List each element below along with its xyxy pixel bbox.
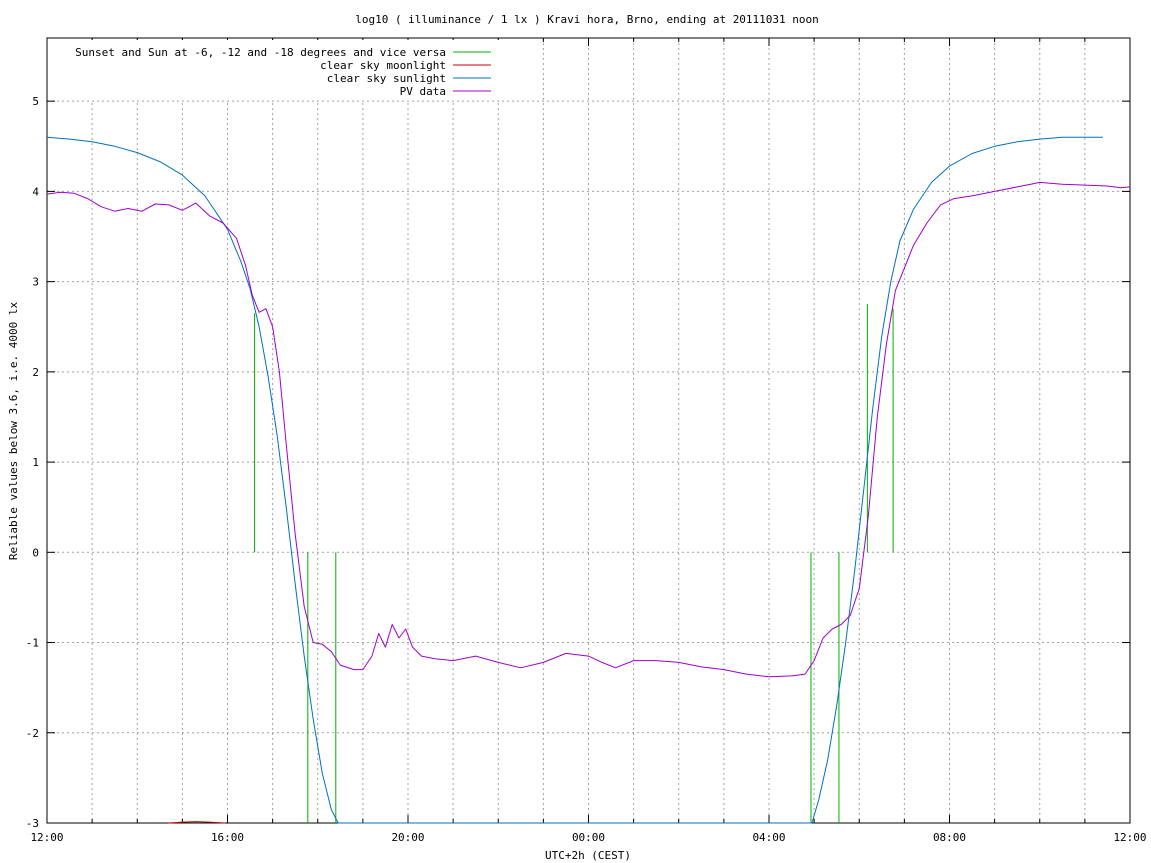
y-tick-label: 2 (32, 366, 39, 379)
legend: Sunset and Sun at -6, -12 and -18 degree… (75, 46, 491, 98)
legend-label: clear sky moonlight (320, 59, 446, 72)
y-tick-label: 4 (32, 185, 39, 198)
x-tick-label: 20:00 (391, 831, 424, 844)
legend-box (49, 40, 501, 100)
series-3 (46, 181, 1131, 678)
series-line (46, 181, 1131, 678)
y-tick-label: -1 (26, 637, 39, 650)
series-0 (254, 304, 894, 823)
x-tick-label: 12:00 (1113, 831, 1146, 844)
x-tick-label: 16:00 (211, 831, 244, 844)
y-tick-label: 5 (32, 95, 39, 108)
grid (47, 38, 1130, 823)
x-tick-labels: 12:00 16:00 20:00 00:00 04:00 08:00 12:00 (30, 831, 1146, 844)
series-2 (46, 136, 1103, 824)
x-axis-label: UTC+2h (CEST) (545, 849, 631, 862)
x-tick-label: 12:00 (30, 831, 63, 844)
y-tick-labels: 5 4 3 2 1 0 -1 -2 -3 (26, 95, 40, 830)
chart-title: log10 ( illuminance / 1 lx ) Kravi hora,… (355, 13, 819, 26)
y-axis-label: Reliable values below 3.6, i.e. 4000 lx (7, 301, 20, 560)
series-group (46, 136, 1131, 824)
x-tick-label: 00:00 (572, 831, 605, 844)
x-tick-label: 04:00 (752, 831, 785, 844)
series-line (46, 136, 1103, 824)
legend-label: PV data (400, 85, 446, 98)
y-tick-label: 0 (32, 546, 39, 559)
y-tick-label: -3 (26, 817, 39, 830)
y-tick-label: -2 (26, 727, 39, 740)
legend-label: Sunset and Sun at -6, -12 and -18 degree… (75, 46, 446, 59)
y-tick-label: 3 (32, 276, 39, 289)
legend-label: clear sky sunlight (327, 72, 446, 85)
series-1 (168, 821, 226, 824)
y-tick-label: 1 (32, 456, 39, 469)
x-tick-label: 08:00 (933, 831, 966, 844)
series-line (168, 821, 226, 824)
